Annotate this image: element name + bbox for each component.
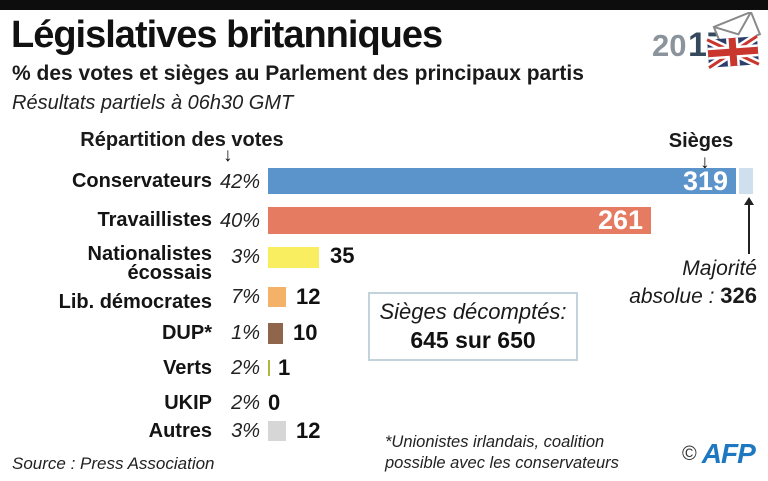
seats-counted-label: Sièges décomptés: (379, 299, 567, 324)
seat-count-ukip: 0 (268, 390, 281, 415)
year-2017-logo: 20 17 (648, 10, 766, 76)
seat-bar-libdem (268, 287, 286, 307)
vote-pct-verts: 2% (231, 357, 260, 379)
footnote-line2: possible avec les conservateurs (385, 454, 619, 472)
majority-threshold-marker (739, 168, 753, 194)
seat-bar-snp (268, 247, 319, 268)
page-title: Législatives britanniques (11, 14, 443, 56)
party-label-snp-line1: Nationalistes (87, 243, 212, 265)
seats-column-header: Sièges (668, 130, 734, 152)
majority-line2-label: absolue : (629, 285, 721, 308)
vote-pct-libdem: 7% (231, 286, 260, 308)
seat-bar-dup (268, 323, 283, 344)
year-20-text: 20 (652, 28, 687, 63)
seat-count-travaillistes: 261 (597, 205, 643, 235)
chart-subtitle: % des votes et sièges au Parlement des p… (12, 62, 584, 85)
party-label-autres: Autres (148, 420, 212, 442)
seats-counted-value: 645 sur 650 (410, 327, 536, 353)
vote-pct-conservateurs: 42% (219, 171, 260, 193)
partial-results-status: Résultats partiels à 06h30 GMT (12, 92, 294, 114)
seat-count-conservateurs: 319 (682, 165, 728, 196)
source-credit: Source : Press Association (12, 454, 215, 473)
majority-annotation: Majorité absolue : 326 (557, 255, 757, 310)
copyright-icon: © (682, 442, 697, 465)
up-arrow-line (748, 204, 750, 254)
seat-count-libdem: 12 (296, 284, 321, 309)
seat-bar-autres (268, 421, 286, 441)
afp-wordmark: AFP (701, 438, 756, 469)
party-label-ukip: UKIP (164, 392, 212, 414)
footnote-line1: *Unionistes irlandais, coalition (385, 433, 605, 451)
afp-logo: © AFP (682, 438, 756, 470)
seat-bar-travaillistes: 261 (268, 207, 651, 234)
party-label-dup: DUP* (161, 322, 212, 344)
party-label-libdem: Lib. démocrates (58, 291, 212, 313)
up-arrow-icon (744, 197, 754, 205)
vote-pct-ukip: 2% (231, 392, 260, 414)
seats-counted-box: Sièges décomptés: 645 sur 650 (368, 292, 578, 361)
seat-bar-conservateurs: 319 (268, 165, 736, 196)
party-label-conservateurs: Conservateurs (71, 170, 212, 192)
down-arrow-icon: ↓ (223, 145, 233, 166)
votes-column-header: Répartition des votes (80, 129, 284, 151)
seat-bar-verts (268, 360, 270, 376)
vote-pct-snp: 3% (231, 246, 260, 268)
vote-pct-dup: 1% (231, 322, 260, 344)
seat-count-verts: 1 (278, 355, 291, 380)
seat-count-autres: 12 (296, 418, 321, 443)
vote-pct-travaillistes: 40% (219, 210, 260, 232)
majority-value: 326 (720, 283, 757, 308)
majority-line1: Majorité (682, 257, 757, 280)
party-label-verts: Verts (163, 357, 212, 379)
down-arrow-icon: ↓ (700, 152, 710, 173)
party-label-snp-line2: écossais (127, 262, 212, 284)
vote-pct-autres: 3% (231, 420, 260, 442)
seat-count-dup: 10 (293, 320, 318, 345)
uk-flag-ballot-icon (700, 10, 766, 81)
party-label-travaillistes: Travaillistes (97, 209, 212, 231)
top-divider-bar (0, 0, 768, 10)
footnote: *Unionistes irlandais, coalition possibl… (385, 432, 619, 474)
seat-count-snp: 35 (330, 243, 355, 268)
